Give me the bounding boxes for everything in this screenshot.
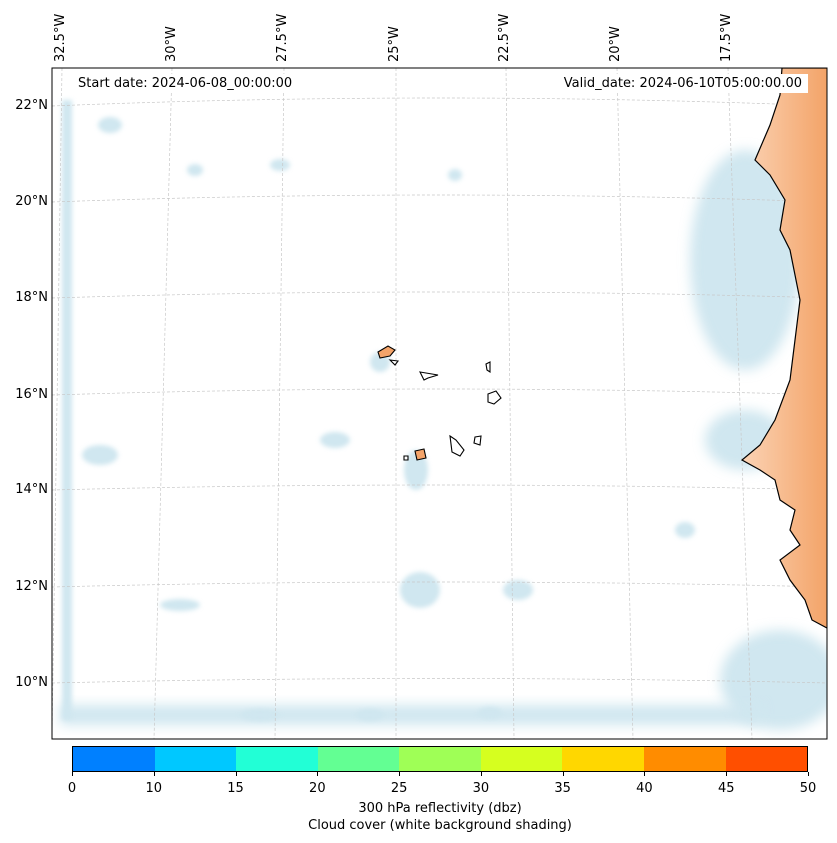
gridlines (52, 68, 827, 739)
colorbar (72, 746, 808, 772)
valid-date-label: Valid_date: 2024-06-10T05:00:00.00 (557, 74, 808, 93)
colorbar-tick-mark (644, 772, 646, 776)
colorbar-tick-mark (235, 772, 237, 776)
colorbar-segment (236, 747, 318, 771)
lon-label: 17.5°W (719, 13, 734, 62)
lat-label: 10°N (15, 675, 48, 690)
lat-label: 22°N (15, 98, 48, 113)
colorbar-tick-mark (72, 772, 73, 776)
colorbar-tick-label: 40 (636, 781, 653, 796)
colorbar-sublabel: Cloud cover (white background shading) (308, 818, 572, 833)
colorbar-segment (725, 747, 808, 771)
colorbar-tick-label: 45 (717, 781, 735, 796)
colorbar-tick-mark (399, 772, 401, 776)
colorbar-tick-mark (562, 772, 564, 776)
start-date-label: Start date: 2024-06-08_00:00:00 (72, 74, 299, 93)
colorbar-tick-label: 10 (145, 781, 163, 796)
colorbar-tick-label: 35 (554, 781, 571, 796)
colorbar-segment (562, 747, 644, 771)
colorbar-tick-label: 25 (390, 781, 408, 796)
colorbar-tick-label: 30 (472, 781, 490, 796)
colorbar-tick-label: 15 (227, 781, 244, 796)
lat-label: 16°N (15, 387, 48, 402)
colorbar-tick-label: 0 (67, 781, 77, 796)
colorbar-segment (73, 747, 155, 771)
lat-label: 14°N (15, 482, 48, 497)
lon-label: 30°W (164, 26, 179, 62)
lat-label: 20°N (15, 194, 48, 209)
colorbar-segment (154, 747, 237, 771)
cape-verde-islands (377, 345, 502, 461)
colorbar-segment (317, 747, 400, 771)
colorbar-tick-label: 50 (799, 781, 817, 796)
colorbar-label: 300 hPa reflectivity (dbz) (358, 801, 522, 816)
lat-label: 12°N (15, 579, 48, 594)
colorbar-tick-mark (480, 772, 482, 776)
lon-label: 25°W (387, 26, 402, 62)
colorbar-tick-mark (808, 772, 809, 776)
colorbar-tick-label: 20 (309, 781, 326, 796)
lat-label: 18°N (15, 290, 48, 305)
colorbar-segment (399, 747, 481, 771)
colorbar-tick-mark (317, 772, 319, 776)
lon-label: 22.5°W (497, 13, 512, 62)
lon-label: 27.5°W (275, 13, 290, 62)
lon-label: 32.5°W (53, 13, 68, 62)
africa-landmass (740, 68, 827, 629)
colorbar-segment (643, 747, 726, 771)
colorbar-tick-mark (726, 772, 728, 776)
map-frame (51, 67, 828, 740)
cloud-shading (60, 100, 827, 730)
colorbar-segment (480, 747, 563, 771)
lon-label: 20°W (608, 26, 623, 62)
colorbar-tick-mark (153, 772, 155, 776)
